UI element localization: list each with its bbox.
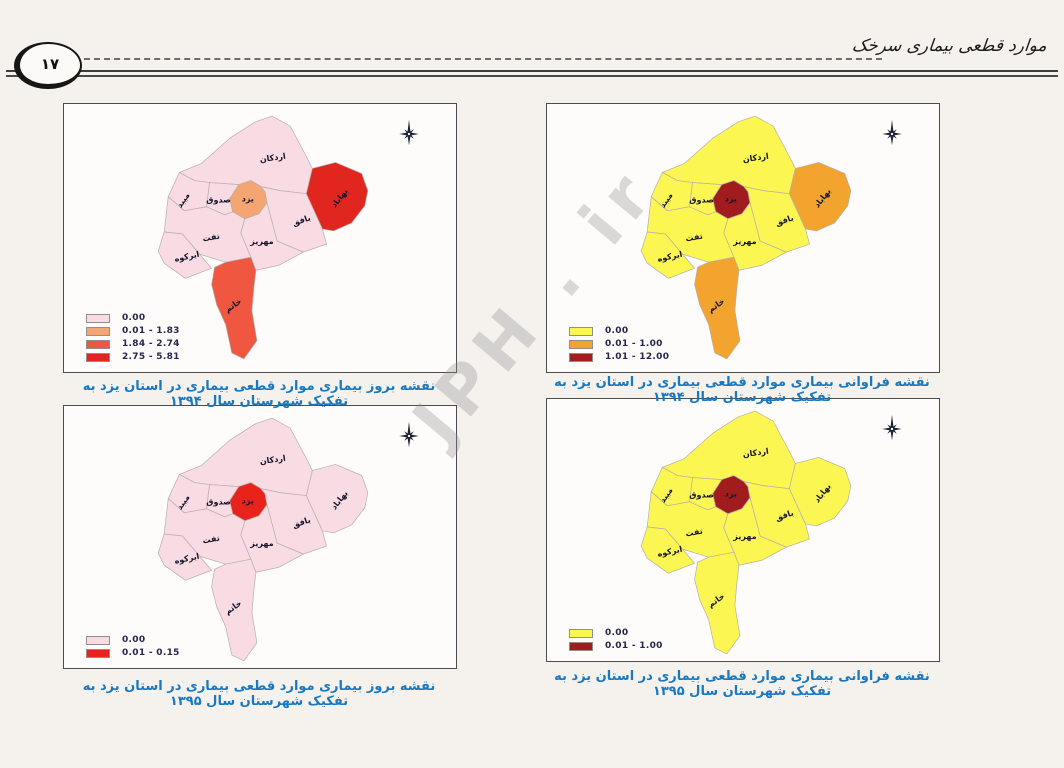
legend-swatch (569, 326, 593, 336)
legend-swatch (569, 352, 593, 362)
legend-swatch (86, 352, 110, 362)
map-panel-frequency-1394: اردکان میبد صدوق یزد بافق بهاباد تفت مهریز ابرکو… (546, 103, 940, 373)
header-dashed-line (84, 58, 882, 60)
legend-swatch (86, 648, 110, 658)
legend-row: 0.01 - 0.15 (86, 648, 180, 658)
legend-label: 1.01 - 12.00 (605, 352, 670, 362)
county-mehriz (723, 497, 787, 566)
county-mehriz (723, 202, 787, 271)
legend-label: 0.00 (605, 326, 629, 336)
legend-row: 0.01 - 1.00 (569, 641, 663, 651)
page-number: ۱۷ (40, 55, 60, 73)
county-label-yazd: یزد (242, 195, 254, 205)
legend-swatch (569, 641, 593, 651)
county-label-sadough: صدوق (689, 196, 714, 206)
county-khatam (694, 256, 741, 360)
legend-row: 2.75 - 5.81 (86, 352, 180, 362)
county-label-taft: تفت (685, 527, 704, 539)
county-label-yazd: یزد (242, 497, 254, 507)
county-label-yazd: یزد (725, 195, 737, 205)
legend-swatch (86, 635, 110, 645)
legend-label: 2.75 - 5.81 (122, 352, 180, 362)
map-legend: 0.00 0.01 - 1.00 (569, 625, 663, 651)
compass-rose-icon (882, 414, 902, 441)
county-label-sadough: صدوق (206, 196, 231, 206)
legend-swatch (569, 628, 593, 638)
legend-swatch (86, 339, 110, 349)
county-label-mehriz: مهریز (732, 532, 756, 542)
legend-label: 0.01 - 1.00 (605, 339, 663, 349)
county-mehriz (240, 504, 304, 573)
legend-row: 0.00 (569, 628, 663, 638)
county-abarkuh (157, 533, 212, 581)
county-bahabad (305, 162, 369, 232)
legend-label: 0.01 - 1.83 (122, 326, 180, 336)
map-caption-incidence-1395: نقشه بروز بیماری موارد قطعی بیماری در اس… (82, 679, 436, 709)
legend-row: 0.01 - 1.00 (569, 339, 669, 349)
map-caption-incidence-1394: نقشه بروز بیماری موارد قطعی بیماری در اس… (82, 379, 436, 409)
map-caption-frequency-1395: نقشه فراوانی بیماری موارد قطعی بیماری در… (554, 669, 930, 699)
legend-swatch (86, 326, 110, 336)
county-bahabad (788, 457, 852, 527)
map-caption-frequency-1394: نقشه فراوانی بیماری موارد قطعی بیماری در… (554, 375, 930, 405)
compass-rose-icon (882, 119, 902, 146)
county-abarkuh (640, 231, 695, 279)
legend-row: 0.00 (86, 313, 180, 323)
map-legend: 0.00 0.01 - 1.00 1.01 - 12.00 (569, 323, 669, 362)
legend-label: 0.00 (122, 313, 146, 323)
county-label-mehriz: مهریز (732, 237, 756, 247)
header-rule-top (6, 70, 1058, 72)
legend-label: 0.00 (605, 628, 629, 638)
map-legend: 0.00 0.01 - 1.83 1.84 - 2.74 2.75 - 5.81 (86, 310, 180, 362)
page-number-badge: ۱۷ (14, 42, 82, 89)
county-mehriz (240, 202, 304, 271)
county-abarkuh (640, 526, 695, 574)
map-panel-frequency-1395: اردکان میبد صدوق یزد بافق بهاباد تفت مهریز ابرکو… (546, 398, 940, 662)
county-label-yazd: یزد (725, 490, 737, 500)
legend-row: 0.00 (86, 635, 180, 645)
county-khatam (694, 551, 741, 655)
county-label-taft: تفت (685, 232, 704, 244)
county-label-taft: تفت (202, 232, 221, 244)
legend-label: 0.01 - 1.00 (605, 641, 663, 651)
county-label-taft: تفت (202, 534, 221, 546)
legend-row: 1.84 - 2.74 (86, 339, 180, 349)
county-khatam (211, 558, 258, 662)
header-title: موارد قطعی بیماری سرخک (850, 36, 1048, 56)
county-label-mehriz: مهریز (249, 539, 273, 549)
legend-row: 0.00 (569, 326, 669, 336)
compass-rose-icon (399, 119, 419, 146)
map-panel-incidence-1395: اردکان میبد صدوق یزد بافق بهاباد تفت مهریز ابرکو… (63, 405, 457, 669)
county-label-sadough: صدوق (206, 498, 231, 508)
county-label-mehriz: مهریز (249, 237, 273, 247)
county-bahabad (305, 464, 369, 534)
map-panel-incidence-1394: اردکان میبد صدوق یزد بافق بهاباد تفت مهریز ابرکو… (63, 103, 457, 373)
legend-swatch (86, 313, 110, 323)
county-label-sadough: صدوق (689, 491, 714, 501)
header-rule-bottom (6, 75, 1058, 77)
legend-label: 0.01 - 0.15 (122, 648, 180, 658)
legend-row: 0.01 - 1.83 (86, 326, 180, 336)
county-khatam (211, 256, 258, 360)
county-bahabad (788, 162, 852, 232)
compass-rose-icon (399, 421, 419, 448)
legend-swatch (569, 339, 593, 349)
county-abarkuh (157, 231, 212, 279)
legend-label: 0.00 (122, 635, 146, 645)
map-legend: 0.00 0.01 - 0.15 (86, 632, 180, 658)
legend-row: 1.01 - 12.00 (569, 352, 669, 362)
legend-label: 1.84 - 2.74 (122, 339, 180, 349)
